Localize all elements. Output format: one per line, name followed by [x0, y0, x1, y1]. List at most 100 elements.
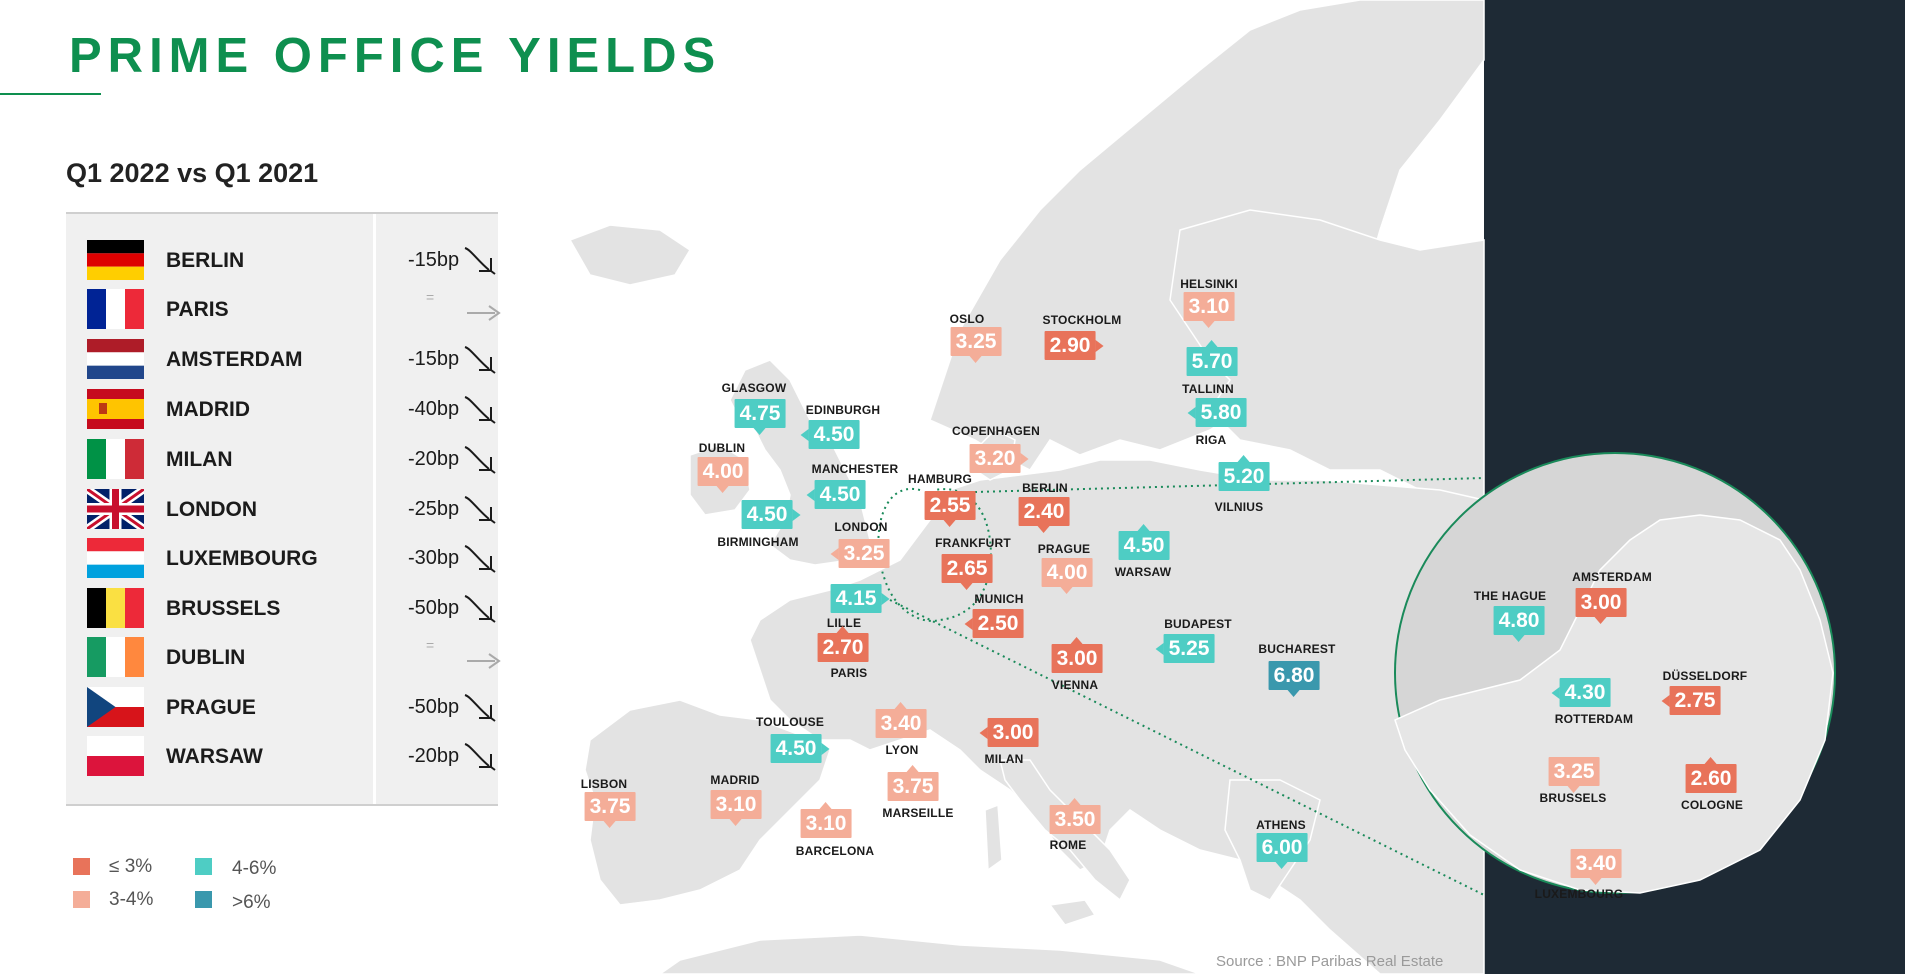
yield-change-value: -50bp: [408, 597, 460, 619]
city-label-helsinki: HELSINKI: [1180, 277, 1238, 291]
yield-marker-lyon: 3.40: [875, 702, 927, 738]
city-label-madrid: MADRID: [710, 773, 760, 787]
yield-marker-birmingham: 4.50: [741, 500, 801, 529]
table-row-luxembourg: LUXEMBOURG -30bp: [66, 536, 498, 584]
inset-city-label-luxembourg: LUXEMBOURG: [1534, 887, 1624, 901]
table-row-amsterdam: AMSTERDAM -15bp: [66, 337, 498, 385]
legend-label-le3: ≤ 3%: [109, 856, 153, 877]
source-note: Source : BNP Paribas Real Estate: [1216, 953, 1444, 970]
czech-republic-flag-icon: [87, 687, 144, 727]
belgium-flag-icon: [87, 588, 145, 628]
north-africa-region: [658, 934, 1201, 974]
yield-marker-lille: 4.15: [830, 584, 890, 613]
down-trend-arrow-icon: [461, 343, 499, 375]
down-trend-arrow-icon: [461, 393, 499, 425]
legend-swatch-4to6: [195, 858, 212, 875]
table-row-paris: PARIS =: [66, 287, 501, 335]
flat-trend-arrow-icon: [461, 293, 501, 325]
united-kingdom-flag-icon: [84, 485, 147, 533]
table-city-name: AMSTERDAM: [166, 348, 303, 371]
inset-yield-marker-rotterdam: 4.30: [1551, 678, 1611, 707]
down-trend-arrow-icon: [461, 493, 499, 525]
poland-flag-icon: [87, 736, 144, 776]
table-city-name: MADRID: [166, 398, 250, 421]
unchanged-marker: =: [426, 289, 435, 305]
city-label-vienna: VIENNA: [1051, 678, 1099, 692]
yield-marker-glasgow: 4.75: [734, 399, 786, 435]
inset-yield-marker-the-hague: 4.80: [1493, 606, 1545, 642]
yield-marker-marseille: 3.75: [887, 765, 939, 801]
yield-change-value: -30bp: [408, 547, 460, 569]
yield-marker-warsaw: 4.50: [1118, 524, 1170, 560]
table-row-milan: MILAN -20bp: [66, 437, 498, 485]
city-label-hamburg: HAMBURG: [907, 472, 973, 486]
iberia-region: [584, 699, 831, 906]
germany-flag-icon: [87, 240, 144, 281]
yield-marker-milan: 3.00: [979, 718, 1039, 747]
yield-marker-toulouse: 4.50: [770, 734, 830, 763]
luxembourg-flag-icon: [87, 538, 144, 579]
yield-marker-madrid: 3.10: [710, 790, 762, 826]
yield-marker-rome: 3.50: [1049, 798, 1101, 834]
city-label-glasgow: GLASGOW: [721, 381, 787, 395]
yield-change-value: -25bp: [408, 498, 460, 520]
table-city-name: LUXEMBOURG: [166, 547, 318, 570]
inset-city-label-rotterdam: ROTTERDAM: [1554, 712, 1634, 726]
city-label-lyon: LYON: [885, 743, 919, 757]
yield-change-table: BERLIN -15bp PARIS = AMSTERDAM -15bp MADRID -40…: [66, 212, 501, 806]
table-city-name: WARSAW: [166, 745, 263, 768]
ireland-flag-icon: [87, 637, 145, 677]
table-row-prague: PRAGUE -50bp: [66, 685, 498, 733]
yield-marker-london: 3.25: [830, 539, 890, 568]
city-label-birmingham: BIRMINGHAM: [717, 535, 799, 549]
inset-yield-marker-düsseldorf: 2.75: [1661, 686, 1721, 715]
city-label-prague: PRAGUE: [1037, 542, 1091, 556]
italy-flag-icon: [87, 439, 145, 479]
city-label-berlin: BERLIN: [1022, 481, 1068, 495]
city-label-copenhagen: COPENHAGEN: [951, 424, 1041, 438]
yield-marker-munich: 2.50: [964, 609, 1024, 638]
table-city-name: PRAGUE: [166, 696, 256, 719]
legend-swatch-le3: [73, 858, 90, 875]
table-city-name: BRUSSELS: [166, 597, 281, 620]
netherlands-flag-icon: [87, 339, 144, 380]
yield-change-value: -20bp: [408, 448, 460, 470]
yield-marker-hamburg: 2.55: [924, 491, 976, 527]
table-row-dublin: DUBLIN =: [66, 635, 501, 683]
title-underline: [0, 93, 101, 95]
table-row-madrid: MADRID -40bp: [66, 387, 498, 435]
table-city-name: MILAN: [166, 448, 233, 471]
down-trend-arrow-icon: [461, 244, 499, 276]
city-label-oslo: OSLO: [949, 312, 985, 326]
yield-marker-manchester: 4.50: [806, 480, 866, 509]
inset-city-label-the-hague: THE HAGUE: [1473, 589, 1547, 603]
down-trend-arrow-icon: [461, 443, 499, 475]
comparison-subtitle: Q1 2022 vs Q1 2021: [66, 158, 319, 188]
france-flag-icon: [87, 289, 145, 329]
city-label-dublin: DUBLIN: [698, 441, 746, 455]
city-label-lille: LILLE: [827, 616, 861, 630]
yield-change-value: -20bp: [408, 745, 460, 767]
table-row-brussels: BRUSSELS -50bp: [66, 586, 498, 634]
yield-marker-prague: 4.00: [1041, 558, 1093, 594]
inset-map: [1394, 514, 1834, 894]
down-trend-arrow-icon: [461, 691, 499, 723]
inset-yield-marker-luxembourg: 3.40: [1570, 849, 1622, 885]
legend-label-4to6: 4-6%: [232, 858, 277, 879]
legend-label-gt6: >6%: [232, 892, 271, 913]
down-trend-arrow-icon: [461, 542, 499, 574]
table-row-london: LONDON -25bp: [66, 485, 499, 535]
yield-marker-edinburgh: 4.50: [800, 420, 860, 449]
inset-city-label-düsseldorf: DÜSSELDORF: [1662, 669, 1748, 683]
table-city-name: LONDON: [166, 498, 257, 521]
yield-marker-helsinki: 3.10: [1183, 292, 1235, 328]
yield-marker-oslo: 3.25: [950, 327, 1002, 363]
legend-label-3to4: 3-4%: [109, 889, 154, 910]
city-label-rome: ROME: [1049, 838, 1087, 852]
unchanged-marker: =: [426, 637, 435, 653]
yield-marker-stockholm: 2.90: [1044, 331, 1104, 360]
city-label-lisbon: LISBON: [580, 777, 628, 791]
inset-city-label-brussels: BRUSSELS: [1539, 791, 1607, 805]
inset-city-label-amsterdam: AMSTERDAM: [1572, 570, 1652, 584]
